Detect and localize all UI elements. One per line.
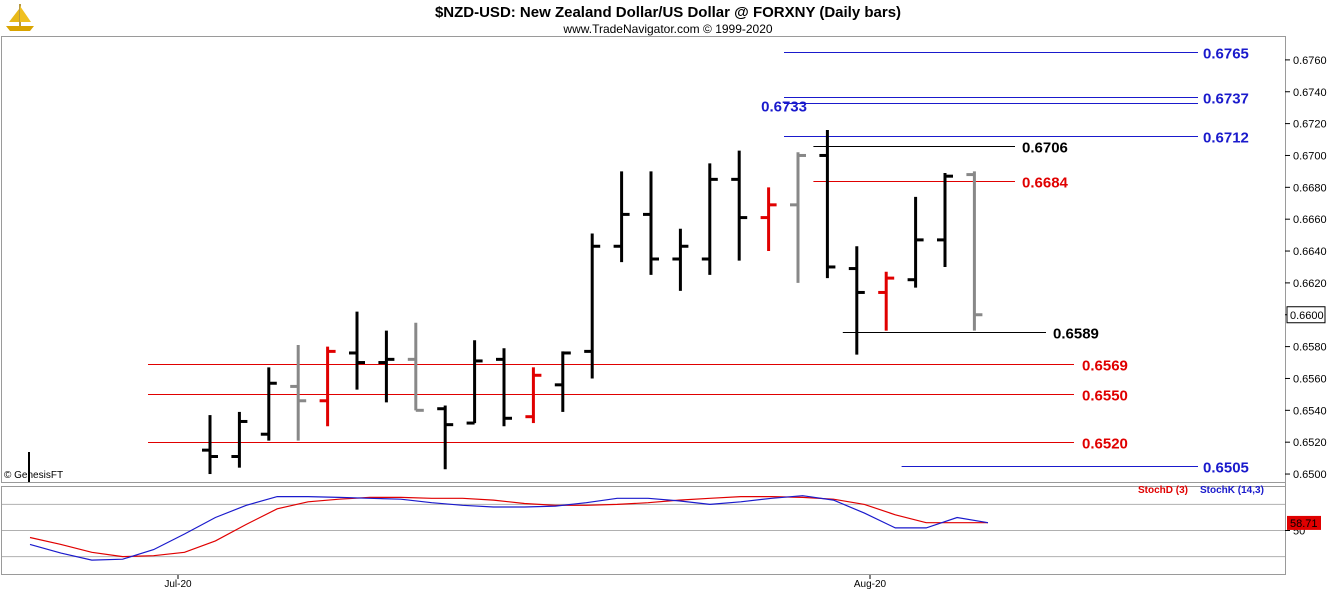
ohlc-bar [819, 129, 836, 279]
ohlc-bar [790, 152, 806, 283]
price-axis-tick-label: 0.6700 [1293, 150, 1327, 162]
ohlc-bar [378, 330, 395, 403]
ohlc-bar [760, 187, 777, 252]
price-axis-tick-label: 0.6500 [1293, 469, 1327, 481]
price-axis-tick-label: 0.6580 [1293, 342, 1327, 354]
price-axis-tick-label: 0.6520 [1293, 437, 1327, 449]
level-label: 0.6737 [1203, 91, 1249, 108]
level-label: 0.6505 [1203, 460, 1249, 477]
genesis-ship-logo-icon [6, 4, 34, 31]
ohlc-bar [407, 322, 424, 412]
ohlc-bar [878, 271, 895, 331]
ohlc-bar [290, 345, 307, 441]
level-label: 0.6733 [761, 99, 807, 116]
ohlc-bar [731, 150, 748, 261]
ohlc-bar [937, 172, 953, 267]
ohlc-bar [701, 163, 718, 275]
price-axis-tick-label: 0.6540 [1293, 405, 1327, 417]
ohlc-bar [319, 346, 336, 427]
ohlc-bar [202, 415, 218, 475]
stoch-last-value-box [1287, 515, 1321, 530]
ohlc-bar [584, 233, 601, 379]
price-axis-tick-label: 0.6640 [1293, 246, 1327, 258]
ohlc-bar [231, 411, 248, 468]
date-axis-tick-label: Jul-20 [164, 579, 192, 590]
ohlc-bar [613, 171, 630, 263]
price-axis-tick-label: 0.6660 [1293, 214, 1327, 226]
last-price-label: 0.6600 [1290, 310, 1324, 322]
level-label: 0.6712 [1203, 130, 1249, 147]
date-axis-tick-label: Aug-20 [854, 579, 887, 590]
last-price-box [1286, 306, 1326, 324]
ohlc-bar [672, 228, 689, 291]
ohlc-bar [848, 246, 865, 355]
ohlc-bar [554, 351, 571, 412]
level-label: 0.6569 [1082, 358, 1128, 375]
ohlc-bar [466, 340, 483, 425]
chart-title: $NZD-USD: New Zealand Dollar/US Dollar @… [435, 4, 901, 21]
ohlc-bar [496, 348, 512, 427]
price-chart: 0.6760 0.6740 0.6720 0.6700 0.6680 0.6660 0.66… [28, 46, 1327, 590]
chart-subtitle: www.TradeNavigator.com © 1999-2020 [562, 22, 772, 36]
ohlc-bar [437, 405, 454, 470]
price-axis-tick-label: 0.6620 [1293, 278, 1327, 290]
copyright-label: © GenesisFT [4, 470, 63, 481]
level-label: 0.6765 [1203, 46, 1249, 63]
price-axis-tick-label: 0.6720 [1293, 119, 1327, 131]
legend-stochk: StochK (14,3) [1200, 485, 1264, 496]
price-axis-tick-label: 0.6760 [1293, 55, 1327, 67]
level-label: 0.6550 [1082, 388, 1128, 405]
ohlc-bar [643, 171, 659, 275]
legend-stochd: StochD (3) [1138, 485, 1188, 496]
price-axis-tick-label: 0.6740 [1293, 87, 1327, 99]
stoch-last-value-label: 58.71 [1290, 518, 1318, 530]
level-label: 0.6589 [1053, 326, 1099, 343]
level-label: 0.6684 [1022, 175, 1069, 192]
price-axis-tick-label: 0.6560 [1293, 373, 1327, 385]
stoch-series-line [29, 495, 989, 561]
ohlc-bar [260, 367, 277, 441]
ohlc-bar [525, 367, 542, 424]
ohlc-bar [907, 196, 924, 288]
price-axis-tick-label: 0.6680 [1293, 182, 1327, 194]
ohlc-bar [966, 171, 983, 331]
level-label: 0.6520 [1082, 436, 1128, 453]
level-label: 0.6706 [1022, 140, 1068, 157]
ohlc-bar [349, 311, 365, 390]
price-panel-frame [1, 36, 1286, 483]
